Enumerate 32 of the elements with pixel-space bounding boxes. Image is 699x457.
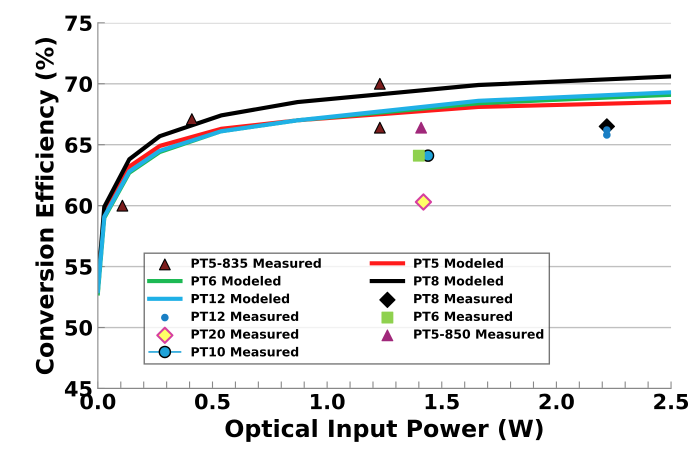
legend-label: PT12 Measured <box>192 311 298 322</box>
legend-label: PT6 Modeled <box>192 276 280 286</box>
point <box>415 122 428 134</box>
x-axis-title: Optical Input Power (W) <box>226 419 543 442</box>
y-tick-label: 50 <box>66 320 92 336</box>
legend-label: PT8 Measured <box>414 294 512 304</box>
point <box>412 150 425 162</box>
y-tick-label: 55 <box>66 259 92 275</box>
x-tick-label: 1.0 <box>311 394 345 410</box>
legend-label: PT12 Modeled <box>192 294 290 304</box>
legend-label: PT10 Measured <box>192 346 298 356</box>
legend-label: PT5 Modeled <box>414 258 503 268</box>
point <box>374 78 386 90</box>
point <box>186 113 198 126</box>
x-tick-label: 0.5 <box>195 394 230 410</box>
y-axis-title: Conversion Efficiency (%) <box>35 38 58 374</box>
legend-label: PT8 Modeled <box>414 276 503 286</box>
point <box>374 122 386 134</box>
legend-label: PT5-835 Measured <box>192 258 321 268</box>
legend-label: PT5-850 Measured <box>414 329 544 339</box>
x-tick-label: 1.5 <box>426 394 459 410</box>
legend-label: PT20 Measured <box>192 329 298 339</box>
x-tick-label: 2.5 <box>654 394 688 410</box>
point <box>414 193 432 211</box>
y-tick-label: 70 <box>65 76 92 92</box>
y-tick-label: 60 <box>65 198 92 214</box>
point <box>603 131 611 139</box>
point <box>116 200 128 212</box>
y-tick-label: 75 <box>65 16 92 32</box>
legend-label: PT6 Measured <box>414 311 512 322</box>
y-tick-label: 65 <box>65 137 92 153</box>
x-tick-label: 2.0 <box>540 394 574 410</box>
